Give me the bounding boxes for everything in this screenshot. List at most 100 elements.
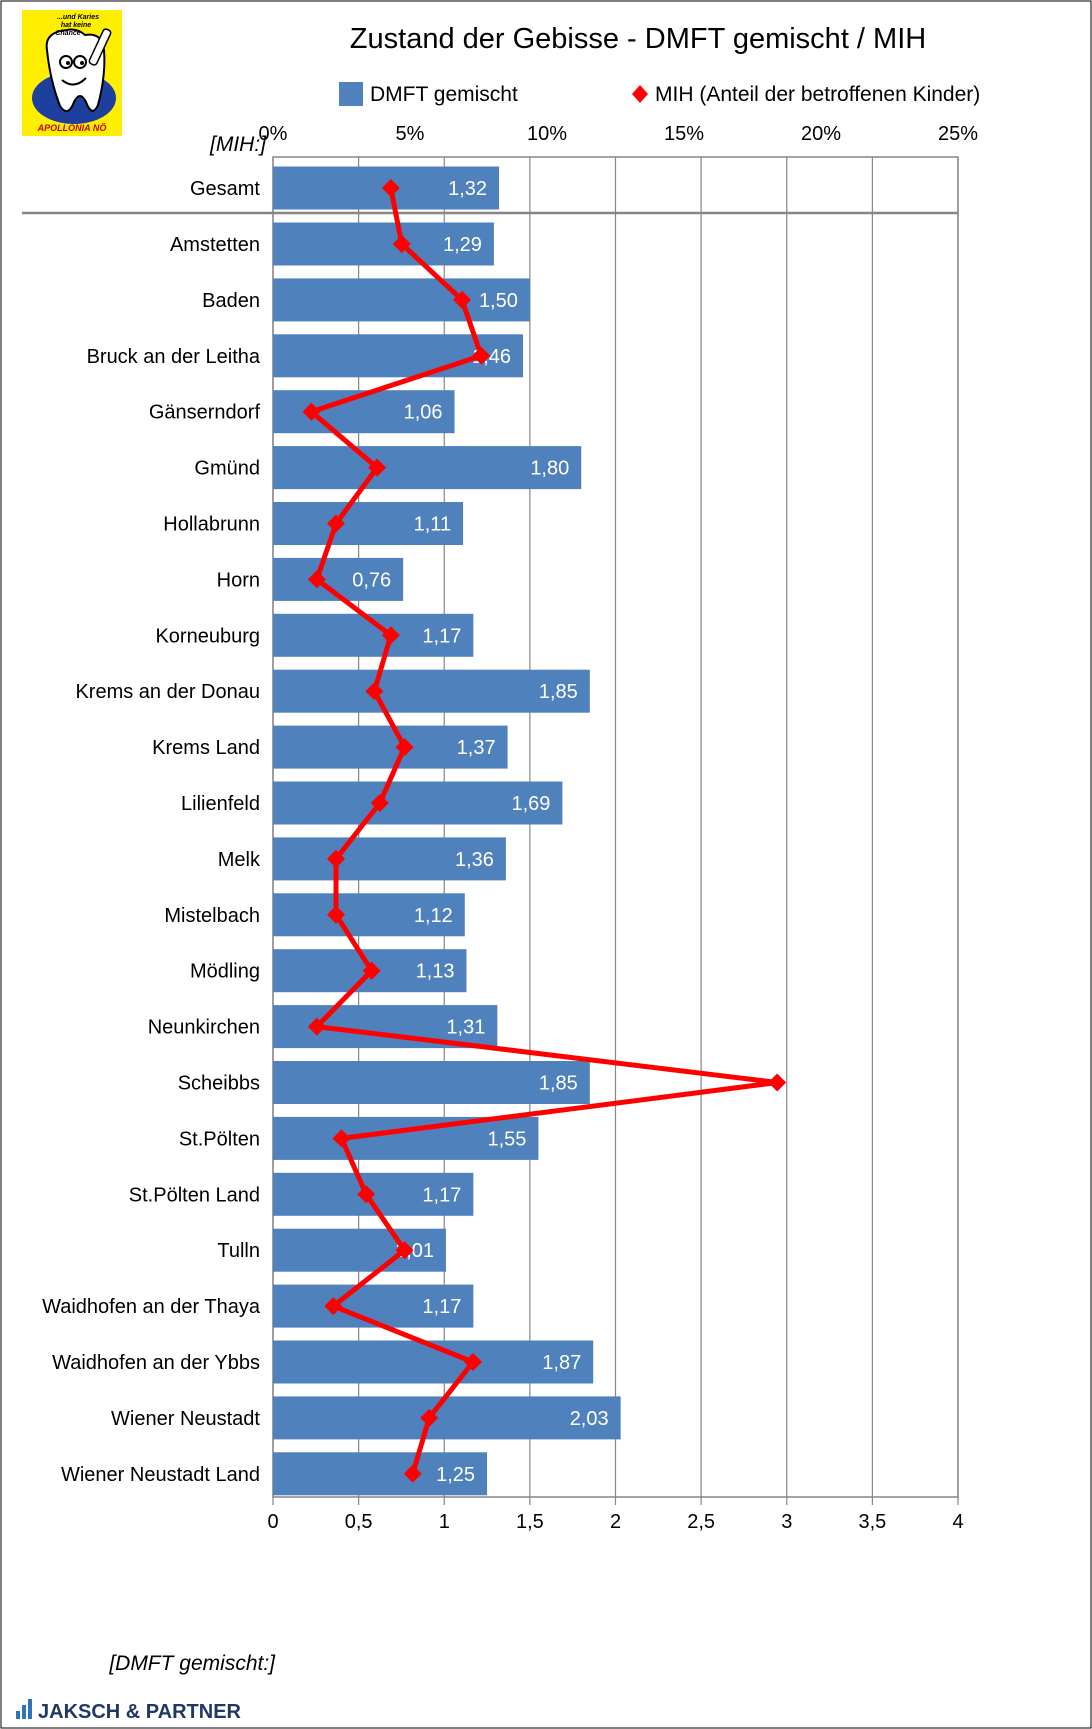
data-label: 1,25 [436,1464,475,1486]
data-label: 1,69 [511,793,550,815]
logo-text-line3: Chance [55,30,80,37]
category-label: Wiener Neustadt [111,1408,260,1430]
data-label: 1,32 [448,178,487,200]
mih-point [395,738,414,757]
mih-point [357,1185,376,1204]
logo-name: APOLLONIA NÖ [37,123,107,133]
bottom-tick-label: 2 [610,1511,621,1533]
bottom-tick-label: 3,5 [858,1511,886,1533]
mih-point [768,1073,787,1092]
bar [273,837,506,881]
bottom-tick-label: 0,5 [345,1511,373,1533]
category-label: Gmünd [194,458,260,480]
chart-title: Zustand der Gebisse - DMFT gemischt / MI… [350,23,926,55]
bars [273,166,621,1496]
category-label: Krems Land [152,737,260,759]
bottom-tick-label: 2,5 [687,1511,715,1533]
bar [273,1116,539,1160]
category-label: Mistelbach [164,905,260,927]
category-label: Amstetten [170,234,260,256]
top-axis-ticks: 0% 5% 10% 15% 20% 25% [259,123,979,145]
bar [273,1228,446,1272]
legend: DMFT gemischt MIH (Anteil der betroffene… [339,82,980,106]
tooth-mascot-icon: ...und Karies hat keine Chance APOLLONIA… [22,10,122,136]
mih-point [307,1017,326,1036]
bar [273,725,508,769]
bar [273,278,530,322]
bar [273,893,465,937]
bar-chart-icon [16,1699,32,1719]
data-label: 1,06 [404,402,443,424]
footer-brand-text: JAKSCH & PARTNER [38,1701,242,1723]
data-label: 1,12 [414,905,453,927]
data-label: 1,36 [455,849,494,871]
bar [273,1061,590,1104]
data-label: 1,55 [488,1128,527,1150]
top-tick-label: 15% [664,123,704,145]
data-label: 1,29 [443,234,482,256]
bottom-tick-label: 1,5 [516,1511,544,1533]
data-label: 1,85 [539,1073,578,1095]
category-label: Neunkirchen [148,1017,260,1039]
bar [273,222,494,266]
footer-brand: JAKSCH & PARTNER [16,1699,242,1723]
bottom-tick-label: 1 [439,1511,450,1533]
category-label: Korneuburg [155,625,260,647]
bottom-tick-label: 0 [267,1511,278,1533]
mih-point [368,458,387,477]
data-label: 1,37 [457,737,496,759]
bar [273,781,563,825]
data-label: 1,13 [416,961,455,983]
category-label: Melk [218,849,261,871]
mih-point [362,961,381,980]
mih-point [403,1464,422,1483]
mih-point [381,179,400,197]
top-tick-label: 20% [801,123,841,145]
mih-point [392,235,411,253]
mih-line [302,179,787,1483]
category-label: Gänserndorf [149,402,261,424]
top-tick-label: 25% [938,123,978,145]
category-label: Mödling [190,961,260,983]
legend-label-dmft: DMFT gemischt [370,83,518,106]
mih-point [472,346,491,365]
bottom-tick-label: 3 [781,1511,792,1533]
mih-point [327,514,346,533]
gridlines [22,156,959,1498]
top-tick-label: 10% [527,123,567,145]
category-label: Bruck an der Leitha [87,346,261,368]
logo-text-line2: hat keine [61,22,91,29]
bar [273,502,464,545]
category-label: Gesamt [190,178,260,200]
mih-point [420,1408,439,1427]
category-label: Tulln [217,1240,260,1262]
mih-point [464,1353,483,1371]
data-label: 0,76 [352,569,391,591]
bar [273,1452,488,1496]
mih-point [381,626,400,645]
category-label: Waidhofen an der Ybbs [52,1352,260,1374]
data-label: 1,50 [479,290,518,312]
category-label: Waidhofen an der Thaya [42,1296,261,1318]
top-tick-label: 0% [259,123,288,145]
category-label: Hollabrunn [163,514,260,536]
top-axis-label: [MIH:] [209,133,267,156]
data-label: 1,11 [414,514,451,536]
category-label: Baden [202,290,260,312]
category-label: Horn [217,569,260,591]
mih-point [307,570,326,589]
category-label: St.Pölten [179,1128,260,1150]
mih-point [302,402,321,421]
bottom-axis-label: [DMFT gemischt:] [108,1652,276,1675]
category-label: Scheibbs [178,1073,260,1095]
data-label: 1,17 [422,1296,461,1318]
data-label: 1,17 [422,1184,461,1206]
category-label: St.Pölten Land [129,1184,260,1206]
bottom-axis-ticks: 0 0,5 1 1,5 2 2,5 3 3,5 4 [267,1497,964,1533]
data-label: 2,03 [570,1408,609,1430]
category-label: Krems an der Donau [75,681,260,703]
bar [273,1396,621,1440]
